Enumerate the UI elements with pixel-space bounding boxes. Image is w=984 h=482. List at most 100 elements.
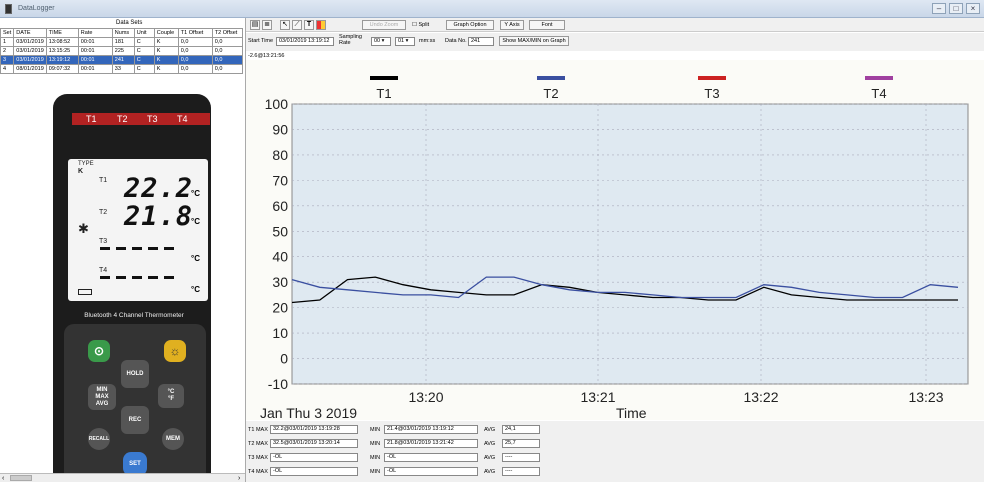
stat-avg-field[interactable]: ----	[502, 467, 540, 476]
pointer-icon[interactable]: ↖	[280, 20, 290, 30]
channel-bar: T1 T2 T3 T4	[72, 113, 210, 125]
rate-minutes-select[interactable]: 00 ▾	[371, 37, 391, 46]
table-cell: K	[153, 55, 179, 65]
scroll-right-icon[interactable]: ›	[238, 475, 241, 482]
stat-max-label: T4 MAX	[248, 469, 268, 475]
table-cell: C	[133, 55, 155, 65]
table-cell: 0,0	[211, 64, 243, 74]
stat-max-label: T2 MAX	[248, 441, 268, 447]
y-axis-button[interactable]: Y Axis	[500, 20, 524, 30]
column-header[interactable]: Rate	[77, 28, 113, 38]
date-label: Jan Thu 3 2019	[260, 405, 357, 420]
column-header[interactable]: T2 Offset	[211, 28, 243, 38]
unit-toggle-button[interactable]: °C °F	[158, 384, 184, 408]
stat-min-field[interactable]: -OL	[384, 467, 478, 476]
lcd-channel-label: T3	[99, 238, 108, 245]
column-header[interactable]: Set	[0, 28, 15, 38]
undo-zoom-button[interactable]: Undo Zoom	[362, 20, 406, 30]
text-tool-icon[interactable]: T	[304, 20, 314, 30]
data-no-field[interactable]: 241	[468, 37, 494, 46]
x-axis-label: Time	[616, 405, 647, 420]
dataset-row[interactable]: 3 03/01/2019 13:19:12 00:01 241 C K 0,0 0,0	[0, 55, 243, 65]
table-cell: 3	[0, 55, 15, 65]
stat-min-label: MIN	[370, 441, 381, 447]
series-line	[291, 276, 958, 304]
column-header[interactable]: TIME	[45, 28, 79, 38]
legend-swatch	[865, 76, 893, 80]
show-maxmin-button[interactable]: Show MAX/MIN on Graph	[499, 36, 569, 46]
column-header[interactable]: Nums	[111, 28, 135, 38]
table-cell: 09:07:32	[45, 64, 79, 74]
minimize-button[interactable]: –	[932, 3, 946, 14]
rate-seconds-select[interactable]: 01 ▾	[395, 37, 415, 46]
y-tick-label: 100	[265, 96, 289, 112]
grid-toggle-icon[interactable]: ▤	[250, 20, 260, 30]
font-button[interactable]: Font	[529, 20, 565, 30]
power-button[interactable]: ⊙	[88, 340, 110, 362]
recall-button[interactable]: RECALL	[88, 428, 110, 450]
y-tick-label: 10	[272, 325, 288, 341]
dataset-row[interactable]: 1 03/01/2019 13:08:52 00:01 181 C K 0,0 0,0	[0, 37, 243, 47]
close-button[interactable]: ×	[966, 3, 980, 14]
stat-min-field[interactable]: -OL	[384, 453, 478, 462]
y-tick-label: 30	[272, 274, 288, 290]
x-tick-label: 13:20	[408, 389, 443, 405]
window-title: DataLogger	[18, 5, 55, 12]
color-picker-icon[interactable]	[316, 20, 326, 30]
column-header[interactable]: Couple	[153, 28, 179, 38]
lcd-channel-label: T2	[99, 209, 108, 216]
cursor-readout: -2.6@13:21:56	[248, 53, 285, 59]
dash-segment	[132, 276, 142, 279]
channel-label: T2	[117, 114, 128, 124]
stat-min-field[interactable]: 21.4@03/01/2019 13:19:12	[384, 425, 478, 434]
table-cell: 0,0	[177, 55, 213, 65]
graph-option-button[interactable]: Graph Option	[446, 20, 494, 30]
dash-segment	[132, 247, 142, 250]
stat-avg-field[interactable]: 25,7	[502, 439, 540, 448]
stat-avg-label: AVG	[484, 441, 496, 447]
window-titlebar: DataLogger – □ ×	[0, 0, 984, 18]
scroll-left-icon[interactable]: ‹	[2, 475, 5, 482]
start-time-field[interactable]: 03/01/2019 13:19:12	[276, 37, 334, 46]
rec-button[interactable]: REC	[121, 406, 149, 434]
column-header[interactable]: Unit	[133, 28, 155, 38]
t3-unit: °C	[191, 254, 200, 263]
set-button[interactable]: SET	[123, 452, 147, 476]
stat-max-field[interactable]: -OL	[270, 467, 358, 476]
split-checkbox[interactable]: ☐ Split	[412, 22, 430, 28]
column-header[interactable]: T1 Offset	[177, 28, 213, 38]
table-cell: 08/01/2019	[13, 64, 47, 74]
horizontal-scrollbar[interactable]: ‹ ›	[0, 473, 245, 482]
data-no-label: Data No.	[445, 38, 467, 44]
hold-button[interactable]: HOLD	[121, 360, 149, 388]
mem-button[interactable]: MEM	[162, 428, 184, 450]
stat-max-field[interactable]: 32.2@03/01/2019 13:19:28	[270, 425, 358, 434]
rate-unit-label: mm:ss	[419, 38, 436, 44]
dataset-row[interactable]: 4 08/01/2019 09:07:32 00:01 33 C K 0,0 0,0	[0, 64, 243, 74]
dataset-row[interactable]: 2 03/01/2019 13:15:25 00:01 225 C K 0,0 0,0	[0, 46, 243, 56]
bluetooth-icon: ✱	[78, 221, 89, 236]
y-tick-label: 80	[272, 147, 288, 163]
stat-max-field[interactable]: -OL	[270, 453, 358, 462]
start-time-label: Start Time	[248, 38, 274, 44]
stat-min-field[interactable]: 21.8@03/01/2019 13:21:42	[384, 439, 478, 448]
backlight-button[interactable]: ☼	[164, 340, 186, 362]
t1-reading: 22.2	[124, 173, 194, 204]
line-tool-icon[interactable]: ⟋	[292, 20, 302, 30]
stat-avg-label: AVG	[484, 455, 496, 461]
scroll-thumb[interactable]	[10, 475, 32, 481]
stat-min-label: MIN	[370, 455, 381, 461]
table-cell: K	[153, 46, 179, 56]
maximize-button[interactable]: □	[949, 3, 963, 14]
min-max-avg-button[interactable]: MIN MAX AVG	[88, 384, 116, 410]
stat-avg-field[interactable]: ----	[502, 453, 540, 462]
list-view-icon[interactable]: ≣	[262, 20, 272, 30]
stat-max-field[interactable]: 32.5@03/01/2019 13:20:14	[270, 439, 358, 448]
x-tick-label: 13:23	[908, 389, 943, 405]
stat-avg-field[interactable]: 24,1	[502, 425, 540, 434]
column-header[interactable]: DATE	[13, 28, 47, 38]
table-cell: 03/01/2019	[13, 55, 47, 65]
channel-label: T4	[177, 114, 188, 124]
table-cell: 13:19:12	[45, 55, 79, 65]
